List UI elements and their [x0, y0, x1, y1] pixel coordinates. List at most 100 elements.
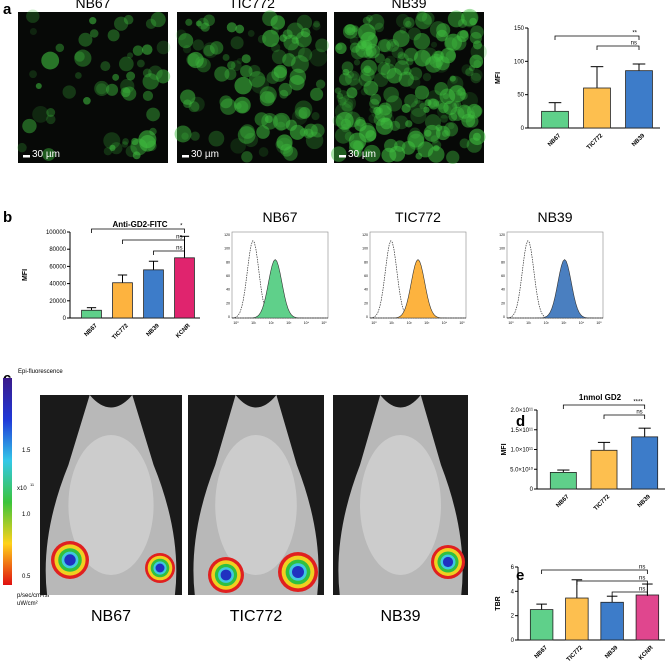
cell-cluster	[401, 141, 416, 155]
cell-cluster	[142, 68, 152, 78]
cell-cluster	[107, 29, 120, 42]
cell-cluster	[62, 85, 76, 99]
histogram-x-tick: 10⁰	[371, 321, 377, 325]
cell-cluster	[291, 109, 308, 125]
cell-cluster	[258, 147, 269, 157]
cell-cluster	[468, 65, 475, 72]
cell-cluster	[264, 91, 277, 103]
cell-cluster	[230, 36, 244, 50]
cell-cluster	[341, 123, 350, 133]
cell-cluster	[248, 64, 261, 77]
cell-cluster	[89, 17, 97, 25]
cell-cluster	[447, 10, 465, 28]
cell-cluster	[224, 68, 237, 81]
cell-cluster	[298, 106, 311, 119]
y-tick-label: 0	[511, 638, 515, 644]
mouse-label: NB39	[380, 608, 420, 625]
cell-cluster	[182, 44, 192, 54]
cell-cluster	[457, 18, 468, 28]
cell-cluster	[122, 86, 137, 101]
colorbar-unit: p/sec/cm²/sr	[17, 593, 50, 599]
fluorescence-signal	[442, 556, 454, 568]
cell-cluster	[450, 106, 465, 121]
significance-bracket	[91, 228, 185, 233]
cell-cluster	[119, 56, 134, 72]
cell-cluster	[461, 64, 472, 75]
cell-cluster	[297, 47, 313, 62]
significance-bracket	[562, 404, 646, 409]
cell-cluster	[383, 86, 399, 103]
histogram-y-tick: 0	[503, 315, 505, 319]
cell-cluster	[424, 129, 432, 137]
cell-cluster	[452, 101, 460, 109]
cell-cluster	[363, 48, 374, 59]
cell-cluster	[120, 87, 131, 98]
cell-cluster	[96, 83, 108, 95]
cell-cluster	[407, 76, 421, 89]
histogram-x-tick: 10³	[286, 321, 292, 325]
cell-cluster	[32, 106, 49, 123]
histogram-y-tick: 120	[224, 233, 230, 237]
cell-cluster	[127, 52, 134, 59]
histogram-y-tick: 40	[364, 288, 368, 292]
cell-cluster	[272, 112, 291, 131]
cell-cluster	[417, 141, 434, 158]
cell-cluster	[126, 71, 136, 81]
cell-cluster	[342, 68, 350, 76]
cell-cluster	[344, 98, 354, 108]
cell-cluster	[209, 41, 224, 55]
cell-cluster	[373, 113, 386, 126]
cell-cluster	[363, 80, 379, 96]
cell-cluster	[410, 108, 427, 125]
significance-bracket	[554, 35, 640, 40]
fluorescence-signal	[292, 566, 304, 578]
cell-cluster	[430, 41, 438, 48]
cell-cluster	[122, 138, 129, 145]
cell-cluster	[413, 33, 431, 50]
bar	[625, 70, 653, 129]
cell-cluster	[289, 124, 305, 140]
cell-cluster	[74, 72, 82, 79]
cell-cluster	[413, 49, 431, 67]
cell-cluster	[251, 75, 269, 94]
cell-cluster	[422, 72, 432, 82]
cell-cluster	[385, 55, 396, 67]
y-tick-label: 100	[514, 59, 525, 65]
scale-bar-label: 30 µm	[32, 149, 60, 160]
cell-cluster	[315, 38, 329, 53]
y-axis-label: MFI	[22, 269, 29, 281]
cell-cluster	[370, 93, 382, 105]
cell-cluster	[421, 12, 435, 25]
cell-cluster	[410, 100, 427, 118]
cell-cluster	[240, 124, 255, 139]
cell-cluster	[270, 26, 279, 35]
cell-cluster	[270, 15, 286, 30]
histogram-label: NB67	[262, 209, 297, 225]
cell-cluster	[394, 115, 409, 130]
histogram-y-tick: 60	[501, 274, 505, 278]
cell-cluster	[391, 46, 404, 59]
significance-label: ****	[633, 400, 643, 406]
cell-cluster	[377, 39, 391, 53]
colorbar-unit: uW/cm²	[17, 601, 38, 607]
y-tick-label: 6	[511, 565, 515, 571]
cell-cluster	[291, 55, 309, 74]
cell-cluster	[375, 117, 394, 135]
cell-cluster	[262, 29, 280, 48]
cell-cluster	[431, 140, 442, 150]
cell-cluster	[310, 123, 325, 138]
histogram-x-tick: 10⁵	[596, 321, 602, 325]
histogram-x-tick: 10⁰	[233, 321, 239, 325]
cell-cluster	[446, 150, 460, 164]
colorbar-exponent: 11	[30, 482, 35, 487]
mouse-label: TIC772	[230, 608, 283, 625]
x-tick-label: NB67	[534, 645, 550, 661]
cell-cluster	[406, 57, 414, 66]
histogram-sample	[232, 259, 328, 319]
cell-cluster	[350, 73, 358, 81]
bar	[600, 601, 624, 641]
colorbar-multiplier: x10	[17, 486, 27, 492]
y-tick-label: 150	[514, 26, 525, 32]
cell-cluster	[448, 112, 458, 122]
